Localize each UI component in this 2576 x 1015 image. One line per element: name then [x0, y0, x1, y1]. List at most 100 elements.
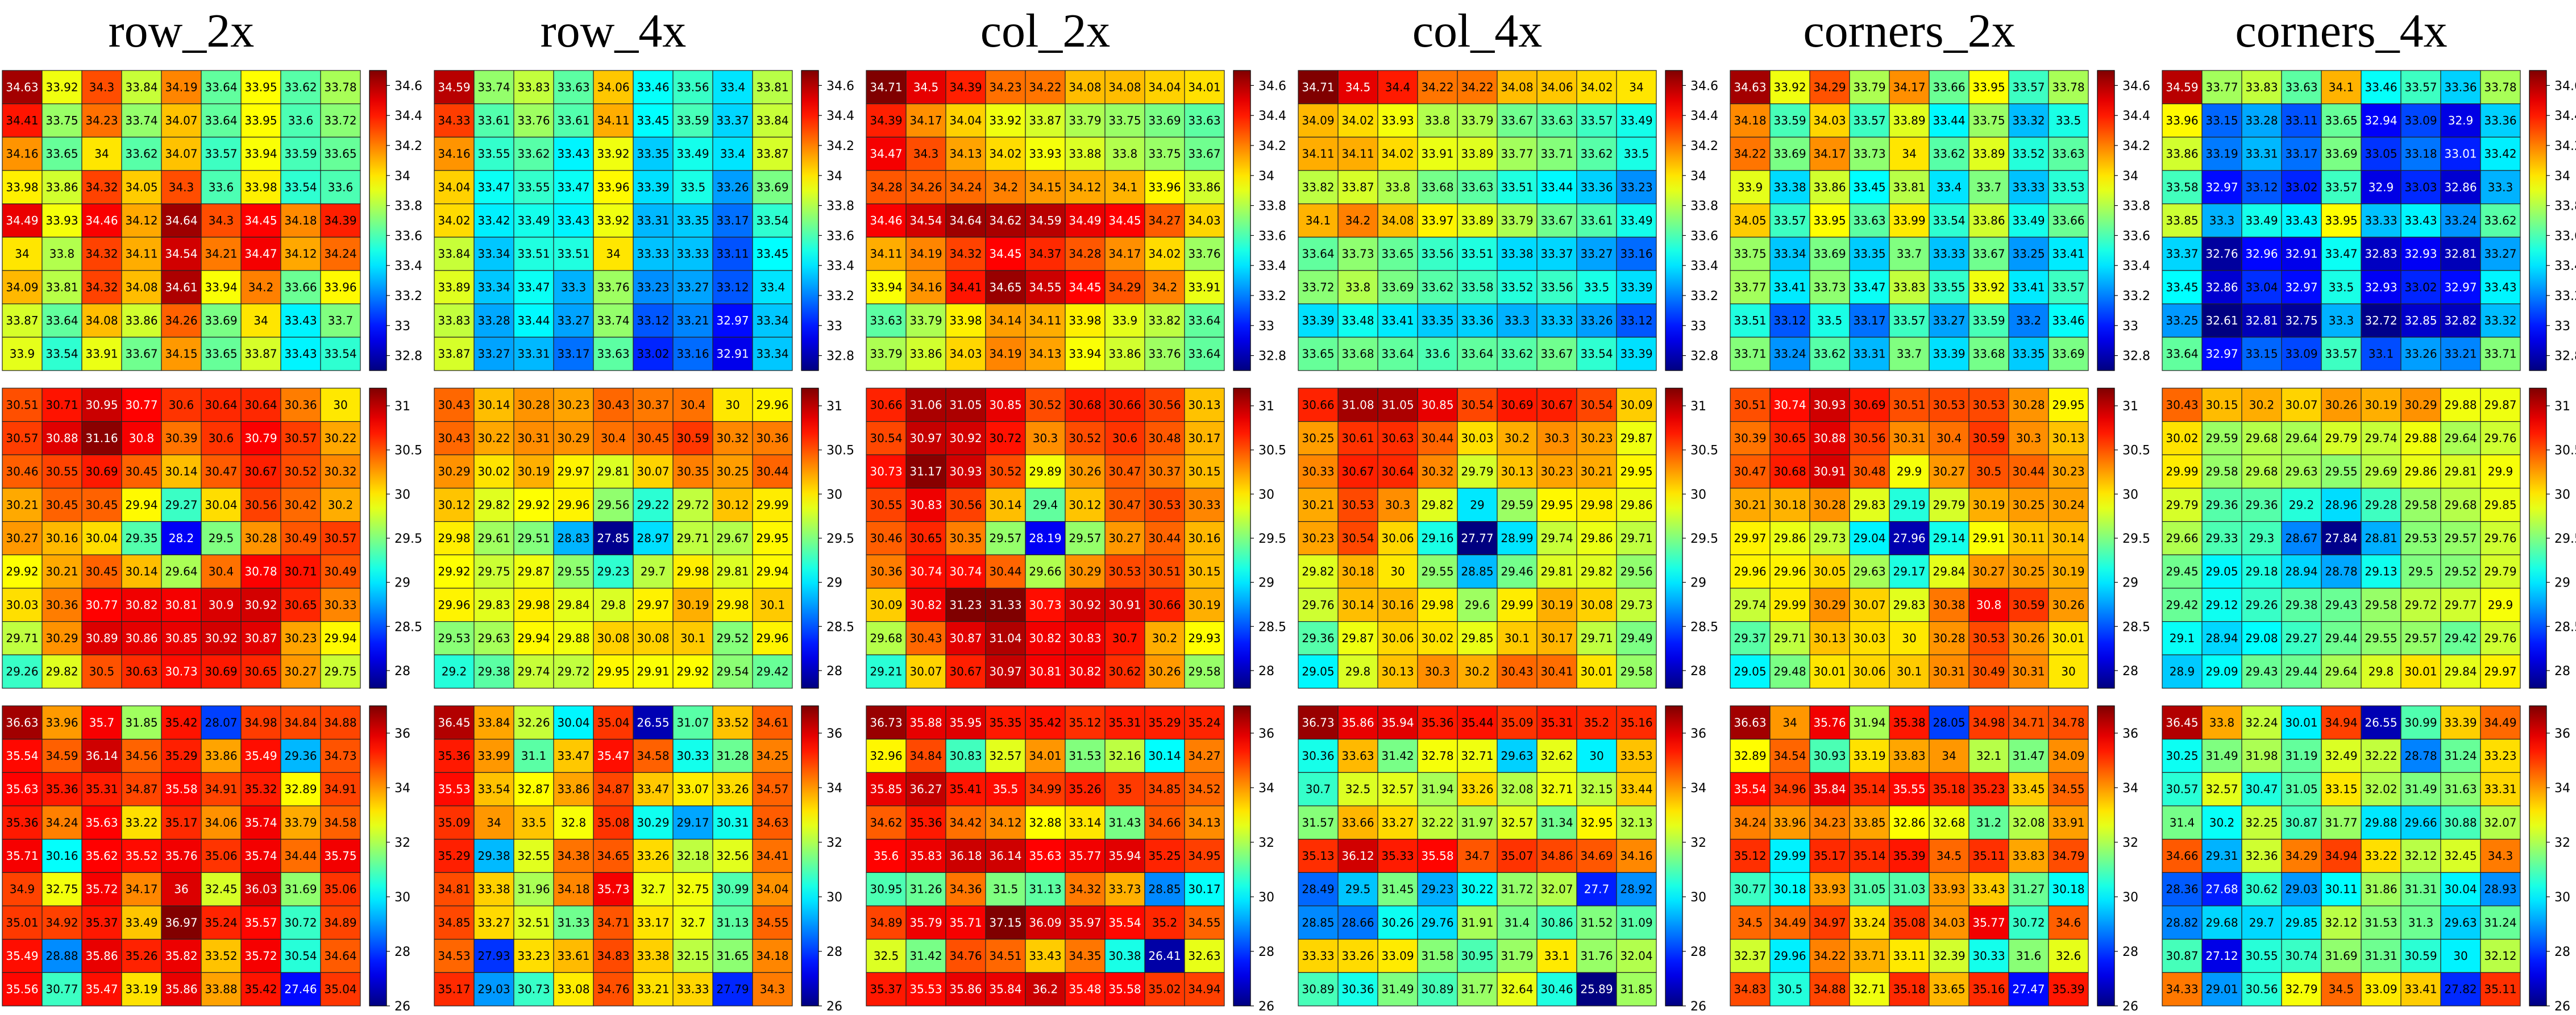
- cell-value-label: 30.77: [1734, 883, 1766, 896]
- cell-value-label: 30.21: [1580, 465, 1613, 479]
- cell-value-label: 34.06: [1540, 80, 1573, 94]
- heatmap-cell: [1849, 170, 1890, 205]
- cell-value-label: 33.65: [45, 147, 78, 161]
- colorbar-tick-label: 34: [2554, 781, 2570, 796]
- cell-value-label: 30.11: [2012, 531, 2045, 545]
- cell-value-label: 30.44: [756, 465, 788, 479]
- heatmap-cell: [945, 136, 986, 171]
- cell-value-label: 29.94: [324, 631, 356, 645]
- cell-value-label: 33.89: [1461, 214, 1493, 227]
- cell-value-label: 30.91: [1813, 465, 1846, 479]
- cell-value-label: 33.47: [557, 749, 589, 763]
- cell-value-label: 35.18: [1933, 783, 1965, 796]
- heatmap-cell: [905, 336, 946, 371]
- heatmap-cell: [240, 136, 281, 171]
- cell-value-label: 30.25: [2166, 749, 2198, 763]
- cell-value-label: 30.28: [2012, 398, 2045, 411]
- cell-value-label: 33.5: [2056, 114, 2081, 127]
- cell-value-label: 33.86: [45, 180, 78, 194]
- cell-value-label: 33.79: [1853, 80, 1885, 94]
- heatmap-cell: [1809, 70, 1850, 105]
- colorbar-tick-label: 33.6: [2122, 229, 2150, 243]
- cell-value-label: 30.77: [45, 983, 78, 996]
- cell-value-label: 30.43: [438, 431, 470, 445]
- cell-value-label: 30.02: [1421, 631, 1453, 645]
- cell-value-label: 30.11: [2325, 883, 2357, 896]
- cell-value-label: 30.07: [2285, 398, 2317, 411]
- colorbar-tick-label: 33.6: [394, 229, 422, 243]
- cell-value-label: 33.57: [1773, 214, 1806, 227]
- cell-value-label: 33.86: [909, 347, 942, 361]
- cell-value-label: 33.7: [1897, 247, 1922, 261]
- heatmap-cell: [41, 236, 82, 271]
- cell-value-label: 30.13: [2052, 431, 2084, 445]
- cell-value-label: 33.15: [2325, 783, 2357, 796]
- cell-value-label: 34.13: [1188, 816, 1220, 829]
- cell-value-label: 33.26: [1341, 949, 1374, 963]
- cell-value-label: 30.57: [6, 431, 38, 445]
- heatmap-cell: [1497, 70, 1538, 105]
- cell-value-label: 31.09: [1620, 916, 1652, 929]
- cell-value-label: 34.94: [1188, 983, 1220, 996]
- cell-value-label: 28.92: [1620, 883, 1652, 896]
- cell-value-label: 33.39: [1620, 347, 1652, 361]
- cell-value-label: 34.64: [324, 949, 356, 963]
- cell-value-label: 34.3: [760, 983, 786, 996]
- cell-value-label: 32.8: [561, 816, 587, 829]
- heatmap-cell: [712, 136, 753, 171]
- cell-value-label: 34.22: [1461, 80, 1493, 94]
- cell-value-label: 34.47: [244, 247, 277, 261]
- cell-value-label: 27.47: [2012, 983, 2045, 996]
- cell-value-label: 30.26: [2052, 598, 2084, 612]
- cell-value-label: 32.96: [870, 749, 902, 763]
- cell-value-label: 31.31: [2404, 883, 2437, 896]
- cell-value-label: 30.69: [205, 665, 237, 679]
- cell-value-label: 34.16: [438, 147, 470, 161]
- cell-value-label: 33.26: [716, 180, 749, 194]
- heatmap-cell: [553, 70, 594, 105]
- cell-value-label: 34.85: [1148, 783, 1181, 796]
- cell-value-label: 35.12: [1734, 849, 1766, 863]
- colorbar-tick-label: 33.2: [1258, 289, 1286, 303]
- colorbar-tick-label: 28: [2554, 945, 2570, 959]
- cell-value-label: 35.63: [85, 816, 118, 829]
- colorbar-tick-label: 33.4: [1690, 259, 1718, 273]
- cell-value-label: 30.31: [2012, 665, 2045, 679]
- cell-value-label: 30.39: [1734, 431, 1766, 445]
- cell-value-label: 33.17: [557, 347, 589, 361]
- cell-value-label: 34.89: [870, 916, 902, 929]
- cell-value-label: 30.52: [1029, 398, 1061, 411]
- cell-value-label: 34.71: [1302, 80, 1334, 94]
- colorbar-tick-label: 33.2: [1690, 289, 1718, 303]
- heatmap-cell: [1337, 203, 1378, 238]
- cell-value-label: 33.76: [597, 280, 629, 294]
- cell-value-label: 34.23: [989, 80, 1021, 94]
- cell-value-label: 33.59: [284, 147, 317, 161]
- cell-value-label: 34.04: [1148, 80, 1181, 94]
- cell-value-label: 30.19: [2052, 565, 2084, 579]
- cell-value-label: 29.48: [1773, 665, 1806, 679]
- cell-value-label: 28.85: [1302, 916, 1334, 929]
- cell-value-label: 31.03: [1893, 883, 1925, 896]
- cell-value-label: 29.2: [442, 665, 467, 679]
- cell-value-label: 30.19: [1972, 498, 2005, 511]
- cell-value-label: 29.51: [517, 531, 550, 545]
- colorbar-tick-label: 34.4: [1258, 109, 1286, 123]
- cell-value-label: 30.29: [45, 631, 78, 645]
- cell-value-label: 30.13: [1381, 665, 1414, 679]
- cell-value-label: 30.32: [1421, 465, 1453, 479]
- cell-value-label: 32.68: [1933, 816, 1965, 829]
- cell-value-label: 34.9: [10, 883, 35, 896]
- cell-value-label: 34.39: [324, 214, 356, 227]
- cell-value-label: 30.95: [85, 398, 118, 411]
- colorbar: [369, 70, 387, 371]
- cell-value-label: 29.74: [2365, 431, 2397, 445]
- cell-value-label: 30.28: [1933, 631, 1965, 645]
- cell-value-label: 30.54: [1341, 531, 1374, 545]
- cell-value-label: 34.23: [85, 114, 118, 127]
- colorbar-tick-label: 30: [394, 488, 410, 502]
- cell-value-label: 29.43: [2245, 665, 2278, 679]
- cell-value-label: 30.2: [1465, 665, 1490, 679]
- cell-value-label: 33.36: [2484, 114, 2516, 127]
- cell-value-label: 29.92: [6, 565, 38, 579]
